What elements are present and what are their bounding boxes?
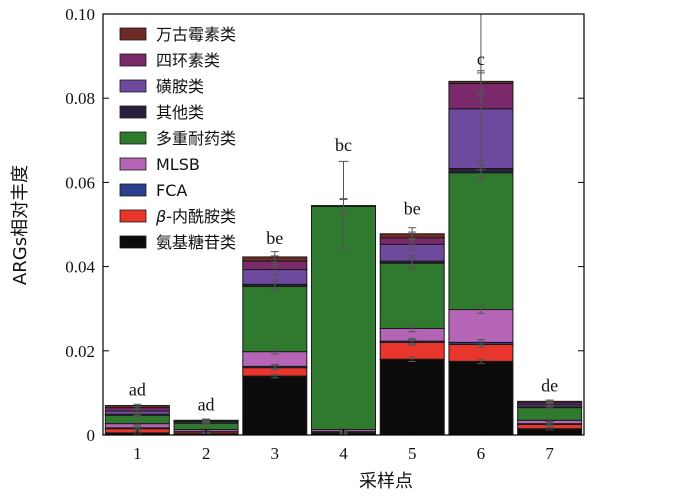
x-tick-label-3: 3	[271, 444, 280, 463]
y-tick-label: 0.06	[65, 173, 95, 192]
legend-label-6: MLSB	[156, 155, 200, 174]
legend-label-7: FCA	[156, 181, 187, 200]
bar-segment-7-5	[517, 407, 583, 421]
legend-label-4: 其他类	[156, 103, 204, 122]
x-tick-label-1: 1	[133, 444, 142, 463]
significance-label-3: be	[266, 228, 283, 248]
legend-label-5: 多重耐药类	[156, 129, 236, 148]
legend-label-2: 四环素类	[156, 51, 220, 70]
legend-swatch-7	[119, 183, 147, 197]
x-tick-label-5: 5	[408, 444, 417, 463]
legend-swatch-6	[119, 157, 147, 171]
bar-segment-3-5	[242, 285, 308, 353]
legend-swatch-8	[119, 209, 147, 223]
legend-label-9: 氨基糖苷类	[156, 233, 236, 252]
legend-swatch-3	[119, 79, 147, 93]
significance-label-1: ad	[129, 380, 146, 400]
y-tick-label: 0.04	[65, 258, 95, 277]
significance-label-2: ad	[198, 394, 215, 414]
x-tick-label-4: 4	[339, 444, 348, 463]
significance-label-4: bc	[335, 135, 352, 155]
axis-layer: ad ad be bc be c de 0 0.02 0.04 0.06 0.08 0.10 1 2 3 4 5 6…	[65, 5, 585, 463]
legend-label-8: β-内酰胺类	[155, 207, 236, 226]
legend-label-3: 磺胺类	[156, 77, 204, 96]
significance-label-7: de	[541, 375, 558, 395]
legend-swatch-2	[119, 53, 147, 67]
legend-label-1: 万古霉素类	[156, 25, 236, 44]
x-tick-label-7: 7	[545, 444, 554, 463]
bar-segment-6-5	[448, 172, 514, 311]
y-tick-label: 0.02	[65, 342, 95, 361]
x-tick-label-2: 2	[202, 444, 211, 463]
bar-segment-5-5	[379, 262, 445, 329]
significance-label-6: c	[477, 49, 485, 69]
legend-swatch-5	[119, 131, 147, 145]
bar-segment-6-1	[448, 360, 514, 436]
y-tick-label: 0	[87, 426, 96, 445]
bar-segment-3-1	[242, 375, 308, 436]
legend-swatch-4	[119, 105, 147, 119]
legend-swatch-1	[119, 27, 147, 41]
bar-segment-6-4	[448, 309, 514, 343]
x-axis-label: 采样点	[359, 471, 413, 492]
y-tick-label: 0.08	[65, 89, 95, 108]
y-tick-label: 0.10	[65, 5, 95, 24]
legend-swatch-9	[119, 235, 147, 249]
y-axis-label: ARGs相对丰度	[10, 165, 31, 285]
x-tick-label-6: 6	[477, 444, 486, 463]
bar-segment-5-1	[379, 358, 445, 436]
significance-label-5: be	[404, 198, 421, 218]
